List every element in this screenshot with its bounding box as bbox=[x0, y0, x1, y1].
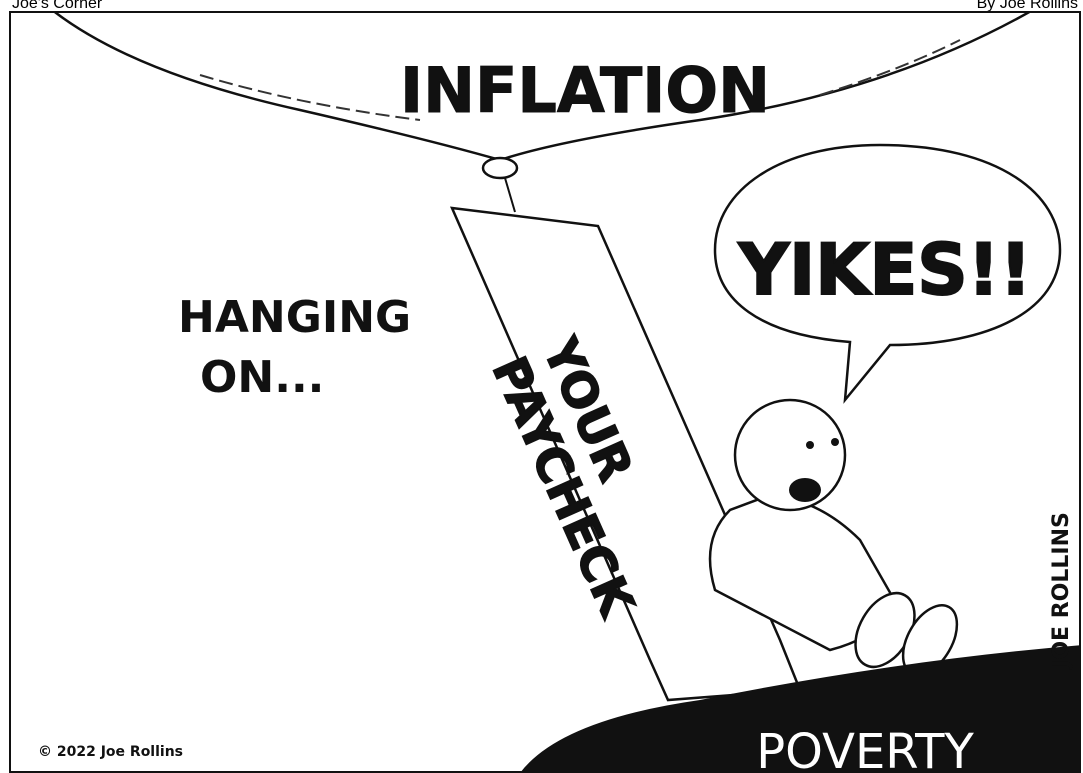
kid-mouth bbox=[789, 478, 821, 502]
speech-text: YIKES!! bbox=[737, 229, 1031, 311]
kid-eye bbox=[831, 438, 839, 446]
balloon-knot bbox=[483, 158, 517, 178]
page: {"header": {"left": "Joe's Corner", "rig… bbox=[0, 0, 1083, 773]
caption-line: HANGING bbox=[178, 292, 411, 343]
ground-label: POVERTY bbox=[756, 724, 974, 773]
signature: JOE ROLLINS bbox=[1049, 512, 1074, 670]
panel: INFLATION YOUR PAYCHECK HANGING ON... YI… bbox=[10, 0, 1083, 773]
cartoon: Joe's Corner By Joe Rollins INFLATION YO… bbox=[0, 0, 1083, 773]
kid-eye bbox=[806, 441, 814, 449]
copyright: © 2022 Joe Rollins bbox=[38, 744, 183, 760]
caption-line: ON... bbox=[200, 352, 324, 403]
balloon-label: INFLATION bbox=[400, 54, 770, 127]
header-left: Joe's Corner bbox=[12, 0, 103, 12]
header-right: By Joe Rollins bbox=[977, 0, 1078, 12]
